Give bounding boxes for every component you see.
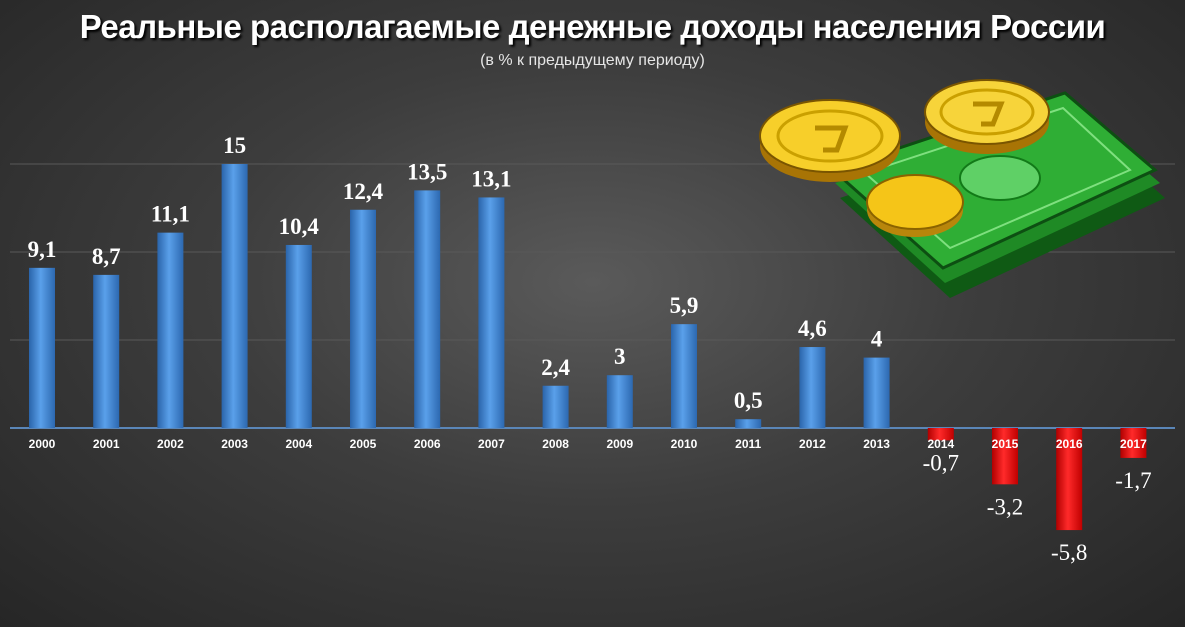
data-label: 12,4 (343, 179, 384, 204)
bar-2007 (478, 197, 505, 428)
x-tick-label: 2006 (414, 437, 441, 451)
data-label: 8,7 (92, 244, 121, 269)
bar-2000 (29, 267, 55, 428)
x-tick-label: 2011 (735, 437, 761, 451)
data-label: 2,4 (541, 355, 570, 380)
bar-2009 (606, 375, 633, 428)
bar-2006 (414, 190, 441, 428)
x-tick-label: 2001 (93, 437, 120, 451)
data-label: 4,6 (798, 316, 827, 341)
x-tick-label: 2017 (1120, 437, 1147, 451)
data-label: 13,1 (471, 166, 511, 191)
x-tick-label: 2016 (1056, 437, 1083, 451)
x-tick-label: 2008 (542, 437, 569, 451)
bar-2001 (93, 274, 120, 428)
bar-2002 (157, 232, 184, 428)
bar-2011 (735, 419, 762, 428)
data-label: 9,1 (28, 237, 57, 262)
bar-2014 (927, 428, 954, 441)
bar-2015 (992, 428, 1018, 485)
data-label: -0,7 (923, 450, 959, 475)
x-tick-label: 2009 (606, 437, 633, 451)
x-tick-label: 2003 (221, 437, 248, 451)
data-label: 15 (223, 133, 246, 158)
x-tick-label: 2002 (157, 437, 184, 451)
page-title: Реальные располагаемые денежные доходы н… (79, 8, 1106, 45)
x-tick-label: 2012 (799, 437, 826, 451)
x-tick-label: 2015 (992, 437, 1019, 451)
data-label: 10,4 (279, 214, 320, 239)
x-tick-label: 2005 (350, 437, 377, 451)
x-tick-label: 2013 (863, 437, 890, 451)
x-tick-label: 2007 (478, 437, 505, 451)
bar-2010 (671, 324, 697, 428)
data-label: -5,8 (1051, 540, 1087, 565)
bar-2012 (799, 347, 826, 428)
data-label: 0,5 (734, 388, 763, 413)
money-coins-banknotes-icon (759, 79, 1165, 298)
data-label: 5,9 (670, 293, 699, 318)
page-subtitle: (в % к предыдущему периоду) (480, 52, 705, 69)
x-tick-label: 2010 (671, 437, 698, 451)
data-label: -1,7 (1115, 468, 1151, 493)
data-label: 4 (871, 327, 883, 352)
bar-2013 (863, 357, 890, 428)
data-label: 13,5 (407, 159, 447, 184)
data-label: 11,1 (151, 202, 190, 227)
data-label: -3,2 (987, 494, 1023, 519)
bar-2003 (221, 164, 248, 428)
x-tick-label: 2000 (29, 437, 56, 451)
bar-2004 (285, 244, 312, 428)
bar-2016 (1056, 428, 1083, 531)
bar-2017 (1120, 428, 1147, 458)
x-tick-label: 2004 (285, 437, 312, 451)
bar-2005 (350, 209, 376, 428)
data-label: 3 (614, 344, 626, 369)
x-tick-label: 2014 (927, 437, 954, 451)
bar-2008 (542, 385, 569, 428)
